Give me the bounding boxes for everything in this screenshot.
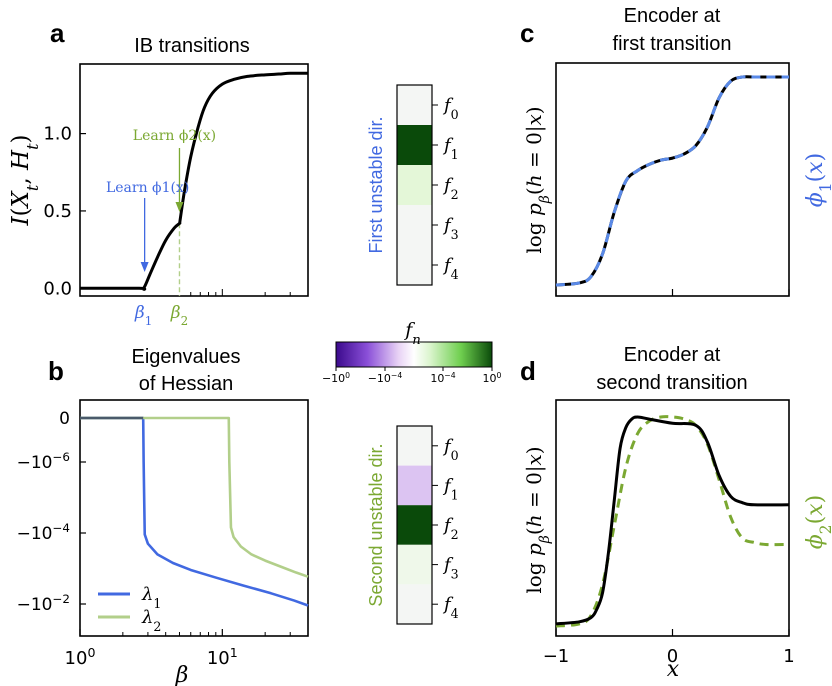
heatmap-row-label: f4: [442, 594, 459, 621]
panel-b-ytick-label: −10−6: [17, 450, 70, 473]
panel-letter-b: b: [48, 356, 64, 386]
legend-label-lambda2: λ2: [141, 607, 161, 634]
legend-label-lambda1: λ1: [141, 584, 161, 611]
panel-d-xtick-label: 1: [783, 646, 794, 667]
heatmap-side-label: Second unstable dir.: [366, 443, 386, 606]
panel-a-axes: [79, 63, 309, 297]
heatmap-cell: [397, 85, 432, 125]
learn1-arrowhead: [140, 262, 149, 272]
heatmap-cell: [397, 426, 432, 466]
colorbar: fn −100 −10−4 10−4 100: [322, 319, 502, 385]
panel-c-axes: [555, 62, 790, 297]
panel-d: −1 0 1 x log pβ(h = 0|x) ϕ2(x): [522, 399, 832, 682]
panel-a-ylabel: I(Xt, Ht): [8, 134, 42, 226]
panel-a-ytick-label: 1.0: [43, 124, 72, 145]
panel-d-xlabel: x: [667, 657, 680, 682]
heatmap-row-label: f1: [442, 135, 459, 162]
heatmap-cell: [397, 205, 432, 245]
panel-d-xtick-label: −1: [543, 646, 570, 667]
panel-d-xtick-label: 0: [667, 646, 678, 667]
panel-d-phi2-line: [555, 415, 790, 628]
heatmap-row-label: f0: [442, 95, 459, 122]
panel-d-title-line1: Encoder at: [624, 344, 721, 366]
panel-letter-a: a: [50, 18, 65, 48]
panel-b-title-line2: of Hessian: [139, 373, 234, 395]
panel-b-xtick-label: 100: [65, 645, 96, 670]
heatmap-cell: [397, 245, 432, 285]
panel-c-phi1-line: [555, 75, 789, 287]
panel-b-xtick-label: 101: [207, 645, 238, 670]
panel-a-xtick-beta1: β1: [134, 303, 152, 328]
panel-a-title: IB transitions: [134, 35, 250, 57]
panel-letter-d: d: [520, 356, 536, 386]
panel-a: 0.0 0.5 1.0 β1 β2 Learn ϕ1(x) Learn ϕ2(x) I(Xt,…: [8, 63, 309, 328]
heatmap-row-label: f2: [442, 175, 459, 202]
eigen-line-2: [80, 416, 309, 578]
heatmap-side-label: First unstable dir.: [366, 116, 386, 253]
colorbar-tick-label: −10−4: [368, 371, 403, 386]
panel-c-ylabel: log pβ(h = 0|x): [522, 106, 553, 253]
panel-c-ylabel2: ϕ1(x): [803, 153, 832, 207]
colorbar-label: fn: [403, 319, 421, 348]
panel-b-ytick-label: 0: [59, 409, 70, 429]
panel-a-ytick-label: 0.5: [43, 201, 72, 222]
heatmap-row-label: f4: [442, 255, 459, 282]
panel-a-ytick-label: 0.0: [43, 278, 72, 299]
learn1-label: Learn ϕ1(x): [106, 180, 189, 196]
eigen-line-1: [80, 416, 309, 607]
heatmap-row-label: f0: [442, 436, 459, 463]
ib-curve: [79, 71, 309, 291]
heatmap-cell: [397, 125, 432, 165]
panel-c: log pβ(h = 0|x) ϕ1(x): [522, 62, 832, 297]
panel-b-ytick-label: −10−2: [17, 592, 70, 615]
heatmap-cell: [397, 465, 432, 506]
panel-b-axes: [79, 399, 309, 637]
panel-b-xlabel: β: [175, 663, 189, 686]
panel-d-title-line2: second transition: [596, 372, 747, 394]
panel-d-logp-line: [555, 415, 790, 626]
heatmap-cell: [397, 544, 432, 585]
panel-a-xtick-beta2: β2: [170, 303, 188, 328]
panel-c-title-line2: first transition: [613, 33, 732, 55]
panel-d-axes: [555, 399, 790, 637]
panel-letter-c: c: [520, 18, 534, 48]
heatmap-row-label: f2: [442, 515, 459, 542]
panel-c-title-line1: Encoder at: [624, 5, 721, 27]
heatmap-row-label: f3: [442, 215, 459, 242]
heatmap-row-label: f3: [442, 555, 459, 582]
heatmap-cell: [397, 584, 432, 624]
panel-b-ytick-label: −10−4: [17, 521, 70, 544]
colorbar-tick-label: 10−4: [430, 371, 455, 386]
colorbar-tick-label: 100: [483, 371, 502, 386]
learn2-arrowhead: [175, 202, 184, 212]
heatmap-cell: [397, 505, 432, 545]
colorbar-tick-label: −100: [322, 371, 350, 386]
heatmap-row-label: f1: [442, 475, 459, 502]
heatmap-second-unstable: f0 f1 f2 f3 f4 Second unstable dir.: [366, 425, 459, 625]
heatmap-first-unstable: f0 f1 f2 f3 f4 First unstable dir.: [366, 84, 459, 286]
panel-d-ylabel: log pβ(h = 0|x): [522, 446, 553, 593]
learn2-label: Learn ϕ2(x): [133, 128, 216, 144]
panel-c-logp-line: [555, 75, 789, 287]
heatmap-cell: [397, 165, 432, 205]
panel-b-title-line1: Eigenvalues: [132, 346, 241, 368]
colorbar-bar: [335, 341, 493, 368]
panel-d-ylabel2: ϕ2(x): [803, 495, 832, 549]
